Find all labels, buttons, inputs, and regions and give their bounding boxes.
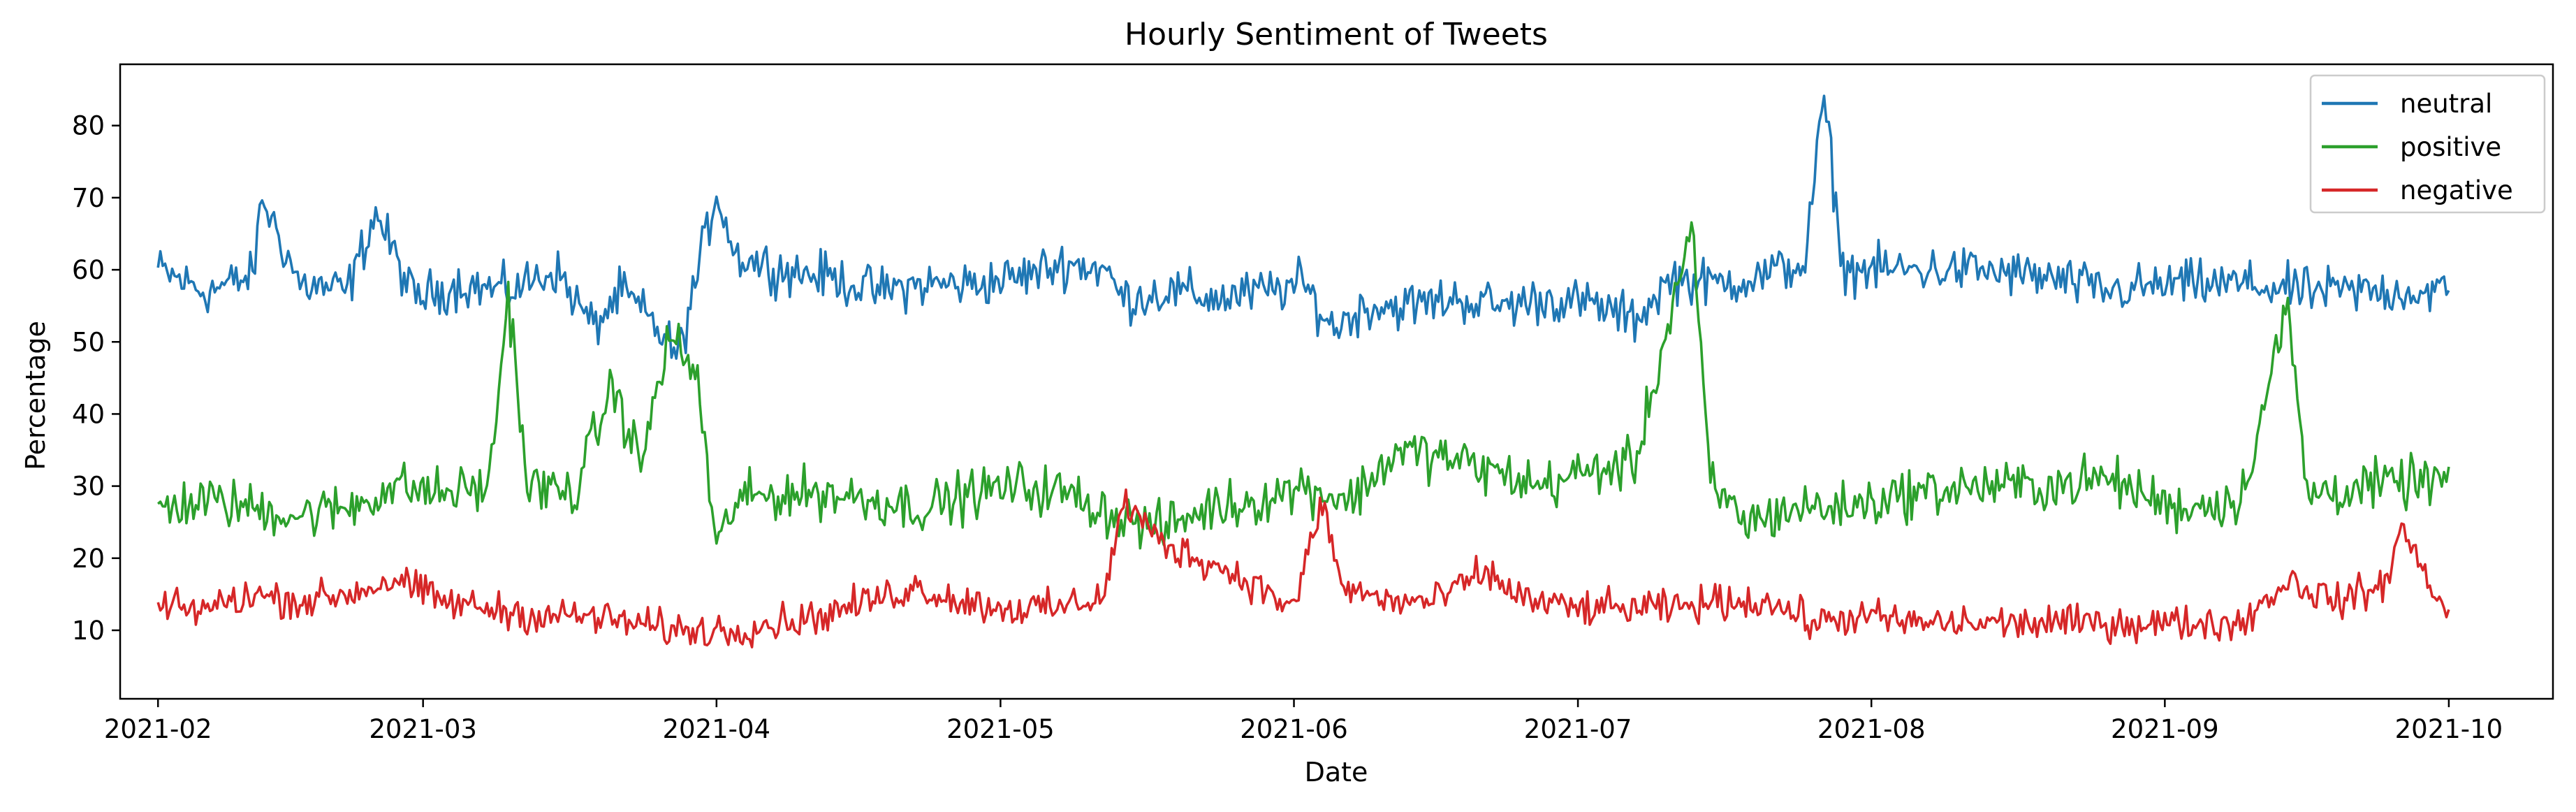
y-tick-label: 10 [72,616,105,646]
x-tick-label: 2021-02 [104,714,212,744]
x-tick-label: 2021-06 [1240,714,1348,744]
legend-label-neutral: neutral [2400,89,2492,119]
series-layer [156,94,2450,648]
series-line-neutral [156,94,2450,360]
x-tick-label: 2021-04 [663,714,771,744]
legend-label-negative: negative [2400,175,2513,205]
y-tick-label: 20 [72,544,105,574]
chart-title: Hourly Sentiment of Tweets [1125,17,1548,52]
plot-frame [119,63,2554,700]
axes-layer: 10 20 30 40 50 60 70 80 2021-02 2021-03 2021-04 202… [72,63,2554,744]
legend: neutral positive negative [2309,74,2546,214]
y-tick-label: 40 [72,399,105,429]
x-tick-label: 2021-09 [2111,714,2219,744]
series-line-negative [156,488,2450,648]
x-axis-label: Date [1305,757,1368,788]
x-tick-label: 2021-10 [2395,714,2503,744]
y-axis-label: Percentage [20,321,51,470]
x-tick-label: 2021-07 [1524,714,1632,744]
y-tick-label: 60 [72,255,105,285]
y-tick-label: 30 [72,472,105,502]
y-tick-label: 50 [72,327,105,357]
x-tick-label: 2021-05 [946,714,1055,744]
x-tick-label: 2021-08 [1817,714,1926,744]
series-line-positive [157,221,2450,550]
legend-box [2309,74,2546,214]
x-tick-label: 2021-03 [369,714,477,744]
y-tick-label: 70 [72,183,105,213]
y-tick-label: 80 [72,111,105,141]
legend-label-positive: positive [2400,132,2501,162]
